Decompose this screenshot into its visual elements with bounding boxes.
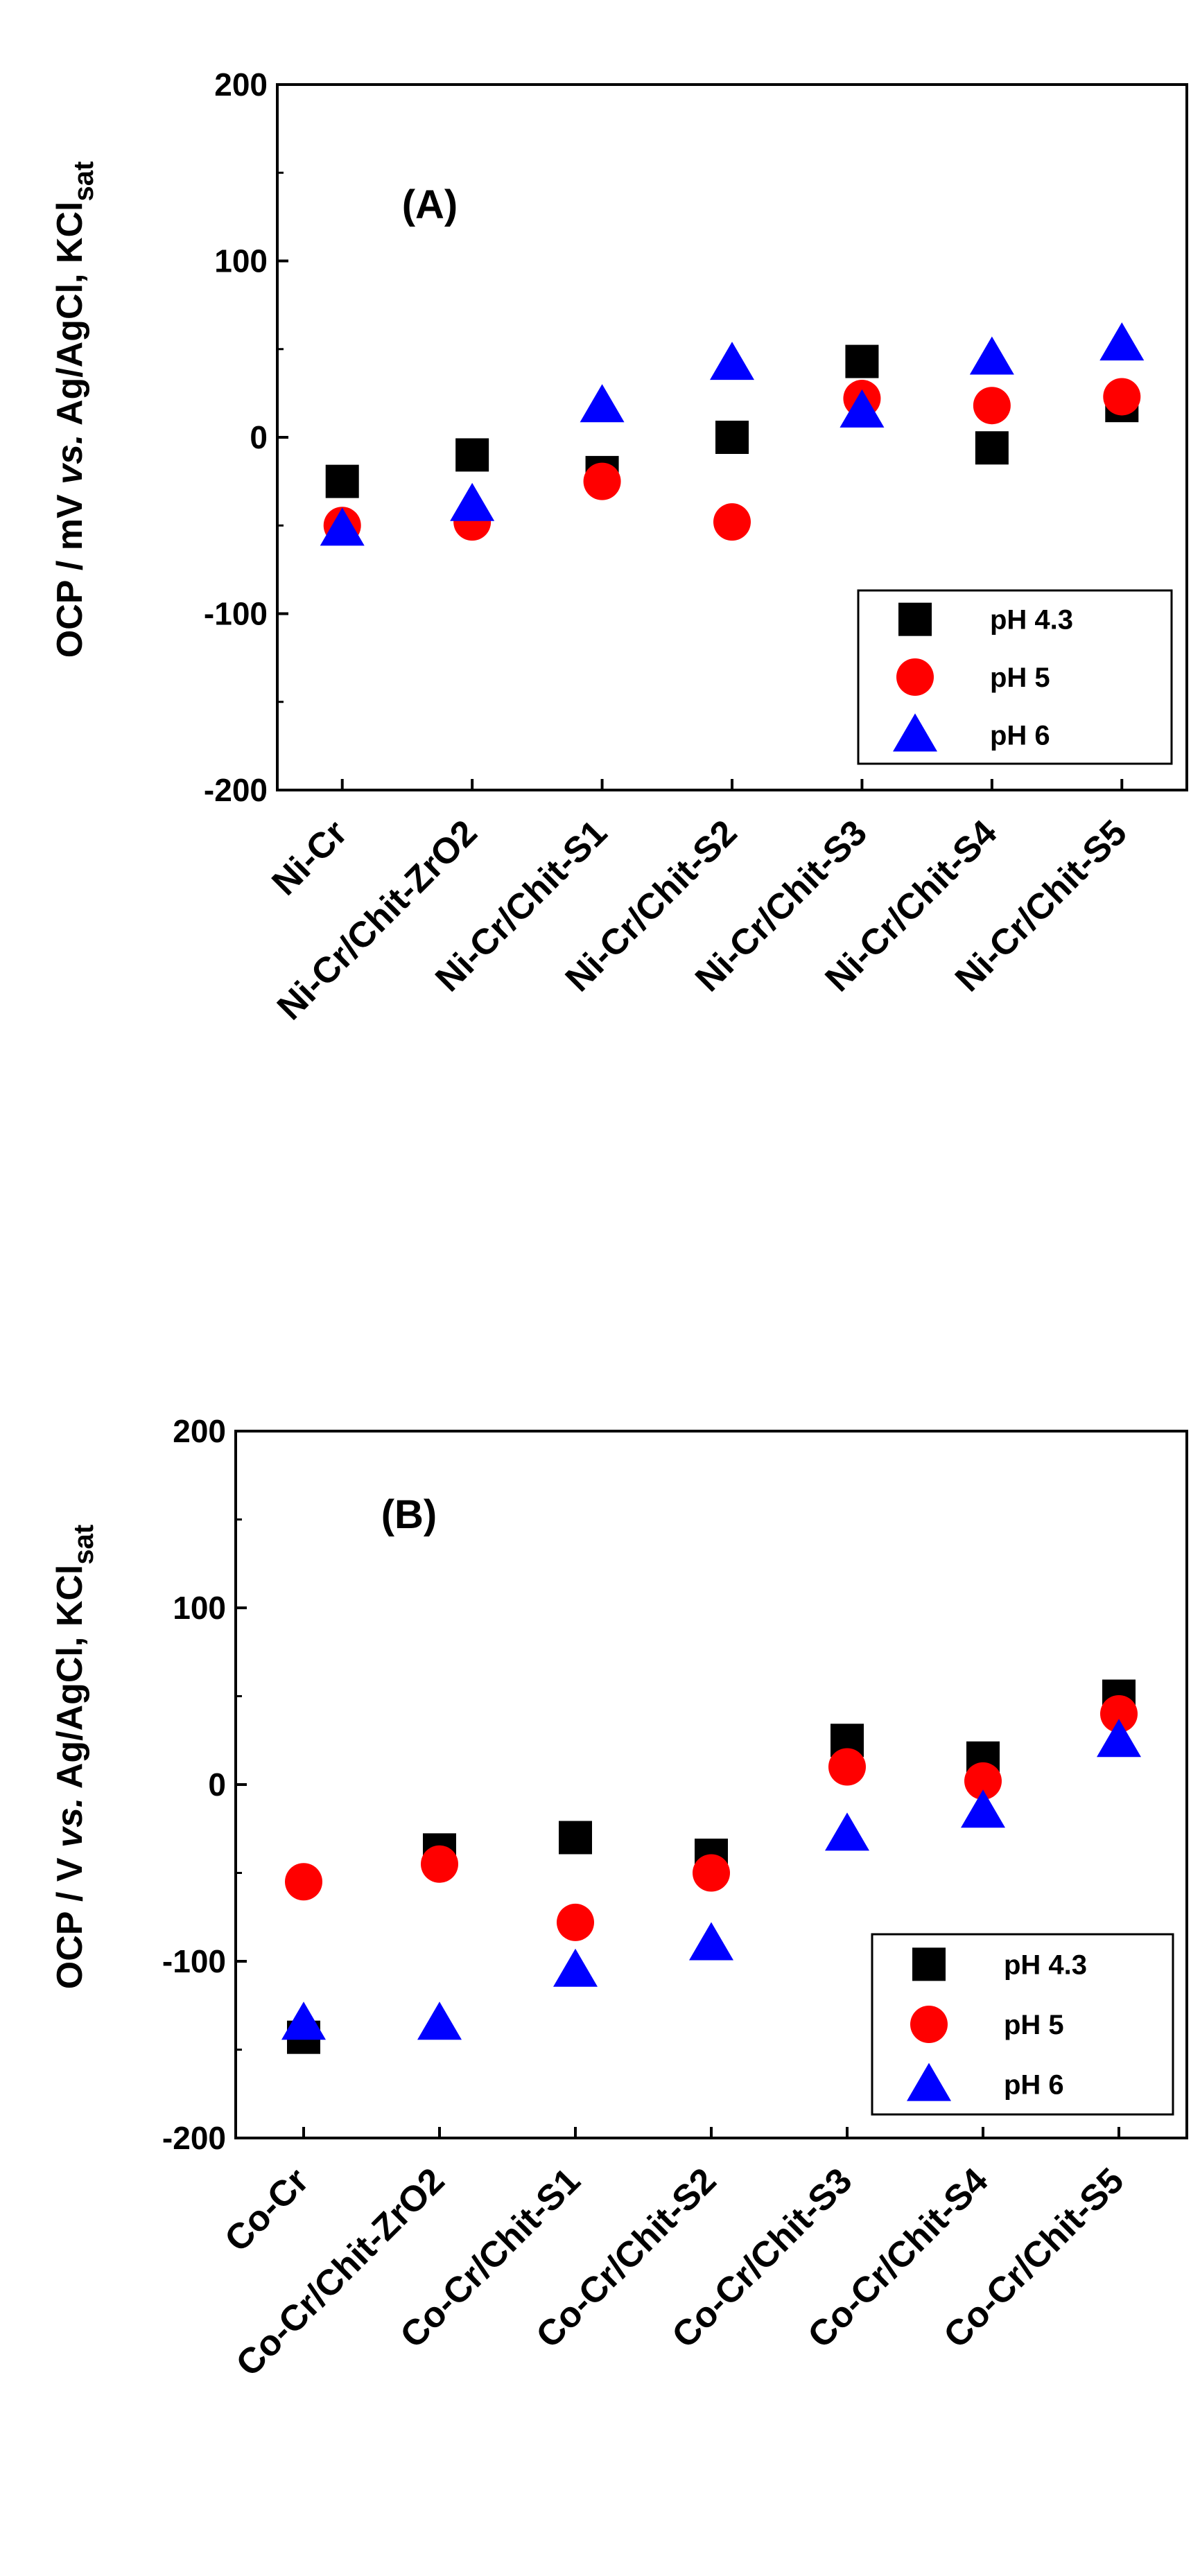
data-point	[285, 1863, 322, 1901]
data-point	[450, 482, 495, 521]
data-point	[1100, 1695, 1138, 1733]
data-point	[845, 344, 879, 378]
x-category-label: Ni-Cr	[264, 812, 355, 903]
y-axis-label-main: OCP / V	[50, 1848, 90, 1989]
data-point	[557, 1903, 594, 1941]
panel-label: (A)	[402, 182, 458, 227]
legend-label: pH 6	[990, 720, 1050, 751]
series-pH-6	[320, 322, 1145, 546]
data-point	[1103, 378, 1141, 416]
series-pH-4_3	[325, 344, 1139, 498]
data-point	[583, 462, 621, 500]
data-point	[281, 2001, 326, 2040]
y-axis-label: OCP / V vs. Ag/AgCl, KClsat	[50, 1525, 99, 1989]
legend-marker	[912, 1947, 946, 1981]
y-tick-label: 200	[173, 1413, 226, 1449]
legend-label: pH 4.3	[1004, 1949, 1087, 1980]
data-point	[553, 1948, 598, 1987]
data-point	[961, 1789, 1005, 1828]
legend-label: pH 4.3	[990, 605, 1073, 636]
series-pH-5	[323, 378, 1141, 545]
y-axis-label-rest: Ag/AgCl, KCl	[50, 202, 90, 435]
panel-label: (B)	[381, 1492, 437, 1537]
data-point	[693, 1854, 730, 1892]
y-tick-label: -100	[162, 1943, 226, 1979]
data-point	[320, 507, 365, 546]
data-point	[580, 384, 625, 423]
y-axis-label-sub: sat	[69, 1525, 99, 1565]
y-tick-label: -100	[204, 596, 268, 632]
y-tick-label: 200	[214, 67, 268, 103]
y-tick-label: 0	[250, 419, 268, 455]
legend-marker	[907, 2062, 951, 2101]
y-axis-label-italic: vs.	[50, 435, 90, 484]
data-point	[455, 438, 489, 472]
y-axis-label-rest: Ag/AgCl, KCl	[50, 1565, 90, 1798]
data-point	[715, 421, 749, 454]
y-tick-label: -200	[204, 772, 268, 808]
data-point	[828, 1748, 866, 1786]
legend-marker	[910, 2006, 948, 2043]
y-tick-label: -200	[162, 2120, 226, 2156]
data-point	[825, 1812, 869, 1851]
y-tick-label: 0	[208, 1767, 226, 1803]
chart-panel-a: 2001000-100-200Ni-CrNi-Cr/Chit-ZrO2Ni-Cr…	[50, 67, 1188, 1028]
series-pH-5	[285, 1695, 1138, 1941]
data-point	[1099, 322, 1145, 361]
y-axis-label-italic: vs.	[50, 1798, 90, 1848]
y-axis-label-sub: sat	[69, 161, 99, 202]
data-point	[417, 2001, 462, 2040]
data-point	[973, 387, 1011, 425]
y-tick-label: 100	[214, 243, 268, 279]
series-pH-6	[281, 1719, 1141, 2040]
legend-marker	[896, 658, 934, 696]
legend-label: pH 5	[1004, 2010, 1064, 2040]
legend-label: pH 5	[990, 663, 1050, 693]
data-point	[1097, 1719, 1141, 1758]
data-point	[969, 336, 1014, 375]
data-point	[964, 1762, 1002, 1800]
y-axis-label: OCP / mV vs. Ag/AgCl, KClsat	[50, 161, 99, 658]
data-point	[713, 503, 751, 541]
data-point	[710, 342, 754, 380]
y-tick-label: 100	[173, 1590, 226, 1626]
y-axis-label-main: OCP / mV	[50, 484, 90, 658]
data-point	[421, 1845, 458, 1883]
legend-marker	[893, 713, 937, 752]
x-category-label: Co-Cr	[217, 2160, 316, 2259]
legend-label: pH 6	[1004, 2070, 1064, 2101]
data-point	[559, 1821, 592, 1855]
data-point	[975, 431, 1009, 465]
data-point	[840, 389, 885, 428]
chart-panel-b: 2001000-100-200Co-CrCo-Cr/Chit-ZrO2Co-Cr…	[50, 1413, 1188, 2384]
legend: pH 4.3 pH 5 pH 6	[857, 589, 1173, 765]
data-point	[325, 464, 359, 498]
legend: pH 4.3 pH 5 pH 6	[871, 1933, 1174, 2116]
legend-marker	[898, 602, 932, 636]
data-point	[689, 1922, 733, 1961]
